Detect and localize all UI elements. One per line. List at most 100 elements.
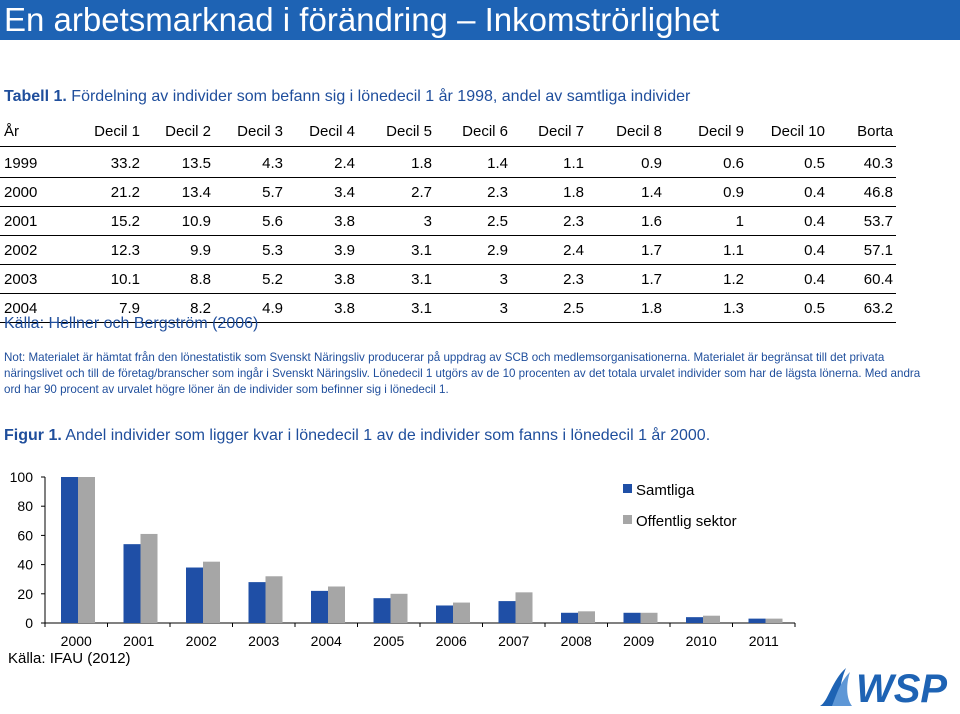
bar-offentlig-sektor xyxy=(640,612,658,623)
table-cell: 4.3 xyxy=(262,155,283,172)
wsp-logo-text: WSP xyxy=(856,667,947,710)
page-title: En arbetsmarknad i förändring – Inkomstr… xyxy=(4,1,720,38)
table-cell: 0.9 xyxy=(723,184,744,201)
bar-samtliga xyxy=(623,612,641,623)
table-cell: 46.8 xyxy=(863,184,893,201)
x-tick-label: 2010 xyxy=(686,633,717,649)
table-cell: 4.9 xyxy=(262,300,283,317)
table-caption-text: Fördelning av individer som befann sig i… xyxy=(71,88,691,105)
table-rule xyxy=(0,206,896,207)
table-cell: 1.3 xyxy=(723,300,744,317)
legend-label: Samtliga xyxy=(636,482,695,499)
y-tick-label: 100 xyxy=(10,469,34,485)
table-cell: 60.4 xyxy=(863,271,893,288)
table-cell: 2.5 xyxy=(487,213,508,230)
row-year: 2004 xyxy=(4,300,38,317)
table-cell: 2.9 xyxy=(487,242,508,259)
bar-offentlig-sektor xyxy=(78,477,95,623)
table-cell: 2.3 xyxy=(563,271,584,288)
bar-offentlig-sektor xyxy=(203,561,220,623)
table-cell: 3.1 xyxy=(411,242,432,259)
table-rule xyxy=(0,177,896,178)
table-cell: 0.5 xyxy=(804,300,825,317)
bar-offentlig-sektor xyxy=(703,615,720,623)
table-cell: 1.4 xyxy=(487,155,508,172)
title-bar: En arbetsmarknad i förändring – Inkomstr… xyxy=(0,0,960,40)
table-cell: 5.7 xyxy=(262,184,283,201)
bar-samtliga xyxy=(311,590,328,623)
legend-swatch xyxy=(623,515,632,524)
table-cell: 0.4 xyxy=(804,242,825,259)
table-cell: 3.8 xyxy=(334,271,355,288)
bar-offentlig-sektor xyxy=(515,592,533,623)
header-cell: Decil 4 xyxy=(309,123,355,140)
x-tick-label: 2006 xyxy=(436,633,467,649)
table-cell: 5.6 xyxy=(262,213,283,230)
table-cell: 21.2 xyxy=(110,184,140,201)
table-cell: 3 xyxy=(499,300,508,317)
table-cell: 53.7 xyxy=(863,213,893,230)
bar-chart: 0 20 40 60 80 100 2000 2001 2002 2003 2004 2005 2006… xyxy=(10,469,796,649)
table-rule xyxy=(0,264,896,265)
table-cell: 0.6 xyxy=(723,155,744,172)
table-cell: 1 xyxy=(735,213,744,230)
header-cell: Borta xyxy=(857,123,893,140)
table-cell: 8.2 xyxy=(190,300,211,317)
bar-samtliga xyxy=(61,477,78,623)
bar-offentlig-sektor xyxy=(328,586,345,623)
table-cell: 2.4 xyxy=(334,155,355,172)
table-cell: 9.9 xyxy=(190,242,211,259)
legend-label: Offentlig sektor xyxy=(636,513,737,530)
y-tick-label: 40 xyxy=(17,557,33,573)
table-cell: 0.9 xyxy=(641,155,662,172)
table-header-row: År Decil 1 Decil 2 Decil 3 Decil 4 Decil 5 Dec… xyxy=(0,118,896,146)
table-cell: 7.9 xyxy=(119,300,140,317)
table-cell: 57.1 xyxy=(863,242,893,259)
bar-offentlig-sektor xyxy=(765,618,783,623)
table-cell: 2.7 xyxy=(411,184,432,201)
header-cell: Decil 1 xyxy=(94,123,140,140)
bar-offentlig-sektor xyxy=(265,576,283,623)
bar-samtliga xyxy=(561,612,578,623)
row-year: 2001 xyxy=(4,213,38,230)
y-tick-label: 0 xyxy=(25,615,33,631)
bar-samtliga xyxy=(748,618,766,623)
table-cell: 3.4 xyxy=(334,184,355,201)
bar-samtliga xyxy=(686,617,703,623)
table-cell: 0.4 xyxy=(804,213,825,230)
table-row: 2004 7.9 8.2 4.9 3.8 3.1 3 2.5 1.8 1.3 0.5 63.2 xyxy=(0,295,896,323)
table-cell: 0.4 xyxy=(804,184,825,201)
header-cell: Decil 6 xyxy=(462,123,508,140)
table-cell: 1.7 xyxy=(641,271,662,288)
bar-offentlig-sektor xyxy=(578,611,595,623)
table-cell: 0.4 xyxy=(804,271,825,288)
bar-samtliga xyxy=(373,598,391,623)
header-cell: Decil 7 xyxy=(538,123,584,140)
table-cell: 3 xyxy=(499,271,508,288)
table-cell: 10.9 xyxy=(181,213,211,230)
table-cell: 1.8 xyxy=(563,184,584,201)
y-tick-label: 60 xyxy=(17,527,33,543)
table-cell: 3.8 xyxy=(334,300,355,317)
table-row: 2000 21.2 13.4 5.7 3.4 2.7 2.3 1.8 1.4 0.9 0.4 46.8 xyxy=(0,179,896,207)
wsp-logo: WSP xyxy=(820,667,947,710)
table-rule xyxy=(0,293,896,294)
table-cell: 1.7 xyxy=(641,242,662,259)
header-year: År xyxy=(4,123,19,140)
header-cell: Decil 8 xyxy=(616,123,662,140)
table-cell: 3 xyxy=(423,213,432,230)
table-source: Källa: Hellner och Bergström (2006) xyxy=(4,315,259,332)
figure-caption: Figur 1. Andel individer som ligger kvar… xyxy=(4,427,710,445)
bar-samtliga xyxy=(248,582,266,623)
table-cell: 3.1 xyxy=(411,300,432,317)
table-cell: 40.3 xyxy=(863,155,893,172)
table-cell: 1.1 xyxy=(563,155,584,172)
table-cell: 5.2 xyxy=(262,271,283,288)
row-year: 2000 xyxy=(4,184,38,201)
row-year: 2002 xyxy=(4,242,38,259)
table-cell: 5.3 xyxy=(262,242,283,259)
row-year: 2003 xyxy=(4,271,38,288)
bar-offentlig-sektor xyxy=(453,602,470,623)
table-cell: 0.5 xyxy=(804,155,825,172)
table-cell: 2.5 xyxy=(563,300,584,317)
